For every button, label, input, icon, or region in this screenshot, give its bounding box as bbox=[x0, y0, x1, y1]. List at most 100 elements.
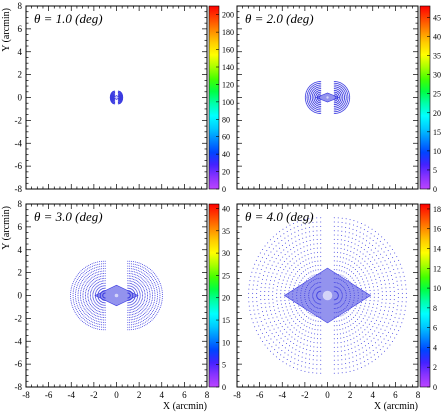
data-point bbox=[386, 242, 388, 244]
data-point bbox=[312, 354, 314, 356]
data-point bbox=[291, 318, 293, 320]
data-point bbox=[93, 267, 95, 269]
data-point bbox=[360, 327, 362, 329]
data-point bbox=[286, 342, 288, 344]
data-point bbox=[295, 266, 297, 268]
data-point bbox=[302, 347, 304, 349]
data-point bbox=[131, 314, 133, 316]
data-point bbox=[333, 320, 335, 322]
data-point bbox=[373, 235, 375, 237]
data-point bbox=[319, 111, 321, 113]
data-point bbox=[84, 270, 86, 272]
data-point bbox=[307, 103, 309, 105]
data-point bbox=[149, 318, 151, 320]
data-point bbox=[320, 225, 322, 227]
data-point bbox=[346, 101, 348, 103]
data-point bbox=[377, 273, 379, 275]
data-point bbox=[136, 275, 138, 277]
data-point bbox=[76, 285, 78, 287]
data-point bbox=[375, 319, 377, 321]
data-point bbox=[374, 247, 376, 249]
data-point bbox=[80, 291, 82, 293]
data-point bbox=[369, 336, 371, 338]
data-point bbox=[142, 287, 144, 289]
data-point bbox=[283, 269, 285, 271]
data-point bbox=[267, 242, 269, 244]
colorbar-tick-label: 80 bbox=[222, 115, 230, 124]
colorbar bbox=[208, 5, 220, 190]
data-point bbox=[341, 111, 343, 113]
data-point bbox=[349, 97, 351, 99]
data-point bbox=[343, 318, 345, 320]
data-point bbox=[333, 243, 335, 245]
data-point bbox=[372, 263, 374, 265]
data-point bbox=[89, 307, 91, 309]
data-point bbox=[102, 285, 104, 287]
data-point bbox=[290, 229, 292, 231]
data-point bbox=[308, 272, 310, 274]
panel-4: θ = 4.0 (deg)-8 -6 -4 -2 0 2 4 6 8X (arcmin)0246… bbox=[233, 203, 441, 412]
colorbar-tick-label: 35 bbox=[433, 52, 441, 61]
data-point bbox=[141, 281, 143, 283]
data-point bbox=[89, 317, 91, 319]
data-point bbox=[305, 353, 307, 355]
data-point bbox=[311, 332, 313, 334]
data-point bbox=[342, 275, 344, 277]
data-point bbox=[103, 280, 105, 282]
data-point bbox=[336, 264, 338, 266]
data-point bbox=[320, 346, 322, 348]
data-point bbox=[82, 283, 84, 285]
data-point bbox=[314, 324, 316, 326]
data-point bbox=[102, 283, 104, 284]
data-point bbox=[146, 314, 148, 316]
data-point bbox=[259, 337, 261, 339]
data-point bbox=[333, 238, 335, 240]
data-point bbox=[337, 230, 339, 232]
data-point bbox=[154, 296, 156, 298]
data-point bbox=[134, 305, 136, 307]
data-point bbox=[405, 284, 407, 286]
data-point bbox=[72, 296, 74, 298]
x-tick-label: -4 bbox=[279, 390, 287, 400]
data-point bbox=[281, 349, 283, 351]
data-point bbox=[306, 94, 308, 96]
data-point bbox=[154, 312, 156, 314]
data-point bbox=[343, 248, 345, 250]
data-point bbox=[78, 281, 80, 283]
data-point bbox=[96, 280, 98, 282]
data-point bbox=[134, 310, 136, 312]
data-point bbox=[84, 312, 86, 314]
data-point bbox=[333, 217, 335, 219]
data-point bbox=[396, 256, 398, 258]
data-point bbox=[256, 301, 258, 303]
data-point bbox=[390, 253, 392, 255]
data-point bbox=[70, 299, 72, 301]
data-point bbox=[142, 320, 144, 322]
data-point bbox=[359, 333, 361, 335]
data-point bbox=[73, 285, 75, 287]
data-point bbox=[114, 91, 116, 93]
data-point bbox=[337, 112, 339, 114]
data-point bbox=[84, 293, 86, 295]
data-point bbox=[144, 297, 146, 299]
data-point bbox=[303, 265, 305, 267]
data-point bbox=[260, 299, 262, 301]
data-point bbox=[369, 242, 371, 244]
data-point bbox=[151, 315, 153, 317]
data-point bbox=[343, 336, 345, 338]
colorbar-tick-label: 0 bbox=[222, 383, 226, 392]
data-point bbox=[372, 344, 374, 346]
data-point bbox=[351, 318, 353, 320]
data-point bbox=[261, 332, 263, 334]
data-point bbox=[317, 264, 319, 266]
data-point bbox=[377, 304, 379, 306]
data-point bbox=[82, 309, 84, 311]
data-point bbox=[136, 266, 138, 268]
data-point bbox=[311, 275, 313, 277]
data-point bbox=[81, 308, 83, 310]
data-point bbox=[156, 295, 158, 297]
data-point bbox=[276, 293, 278, 295]
data-point bbox=[78, 308, 80, 310]
data-point bbox=[101, 280, 103, 282]
data-point bbox=[306, 310, 308, 312]
